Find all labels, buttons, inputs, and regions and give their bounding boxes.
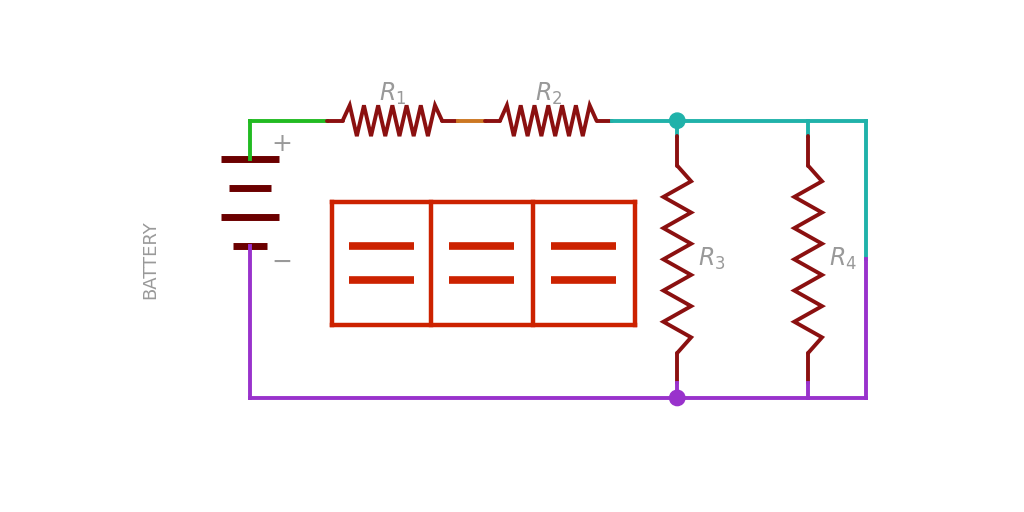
- Circle shape: [670, 390, 685, 406]
- Text: $R_1$: $R_1$: [379, 81, 406, 107]
- Text: $R_4$: $R_4$: [828, 246, 857, 272]
- Circle shape: [670, 113, 685, 129]
- Text: −: −: [271, 250, 293, 273]
- Text: $R_2$: $R_2$: [535, 81, 562, 107]
- Text: $R_3$: $R_3$: [698, 246, 726, 272]
- Text: BATTERY: BATTERY: [141, 220, 159, 298]
- Text: +: +: [271, 132, 293, 156]
